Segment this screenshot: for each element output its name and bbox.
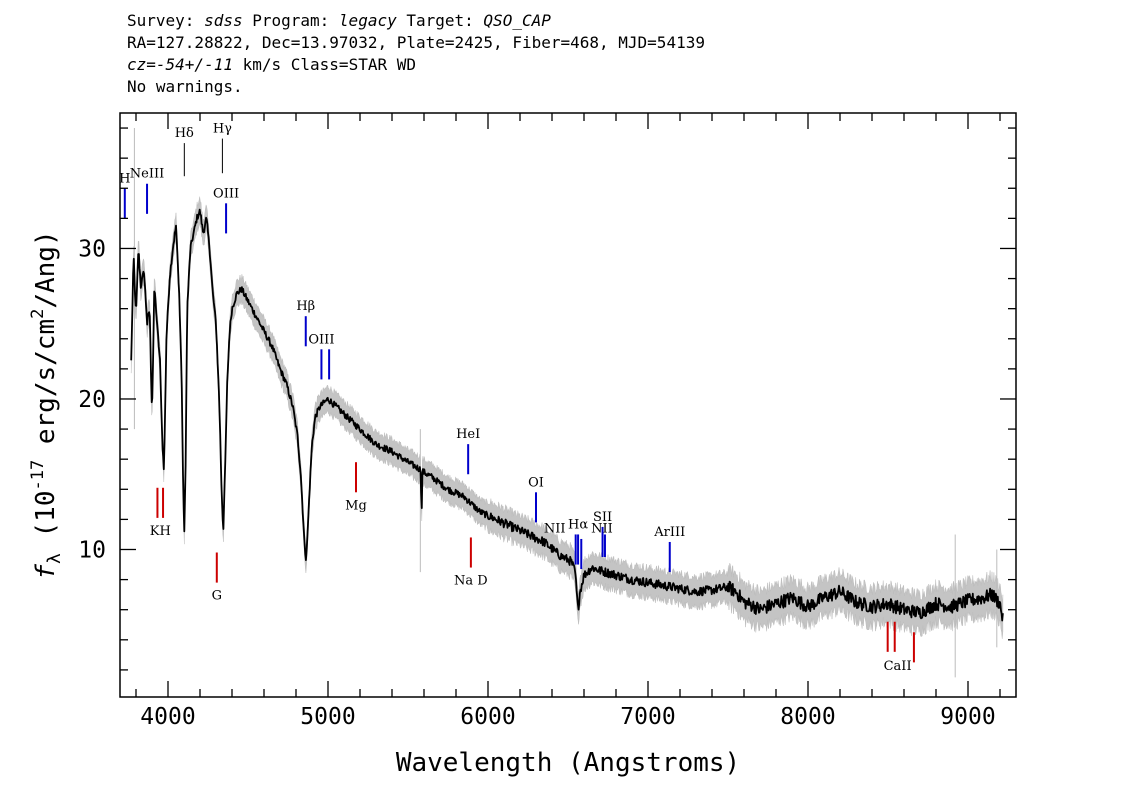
line-marker-label: NII <box>544 521 566 536</box>
x-tick-label: 5000 <box>300 704 355 730</box>
x-tick-label: 7000 <box>620 704 675 730</box>
flux-line-series-0 <box>130 208 1004 622</box>
survey-label: Survey: <box>127 11 205 30</box>
y-axis-label-lambda: λ <box>44 553 65 564</box>
line-marker-label: KH <box>150 524 171 539</box>
line-marker-label: Hδ <box>175 126 194 141</box>
line-marker-label: HeI <box>456 427 480 442</box>
y-axis-label-exp: -17 <box>28 460 48 491</box>
y-axis-label-sq: 2 <box>28 309 48 319</box>
line-marker-label: Hβ <box>296 299 315 314</box>
line-marker-label: Na D <box>454 574 488 589</box>
line-marker-label: H <box>119 171 130 186</box>
line-marker-label: G <box>212 589 222 604</box>
program-label: Program: <box>242 11 339 30</box>
x-tick-label: 9000 <box>940 704 995 730</box>
line-marker-label: NeIII <box>130 167 164 182</box>
cz-value: cz=-54+/-11 <box>127 55 233 74</box>
x-tick-label: 8000 <box>780 704 835 730</box>
survey-value: sdss <box>204 11 243 30</box>
line-marker-label: NII <box>591 521 613 536</box>
flux-error-band <box>130 128 1004 678</box>
y-tick-label: 20 <box>78 387 106 413</box>
flux-series <box>130 208 1004 622</box>
y-axis-label-f: f <box>31 564 61 580</box>
y-axis-label-main: (10 <box>31 491 61 554</box>
line-marker-label-caii: CaII <box>884 659 912 674</box>
line-marker-label: Hγ <box>213 122 232 137</box>
target-label: Target: <box>396 11 484 30</box>
line-marker-label: ArIII <box>653 525 685 540</box>
line-marker-label: OIII <box>213 186 239 201</box>
y-tick-label: 10 <box>78 537 106 563</box>
target-value: QSO_CAP <box>483 11 551 30</box>
header-line-survey: Survey: sdss Program: legacy Target: QSO… <box>127 10 705 32</box>
line-marker-label: Hα <box>568 517 588 532</box>
line-marker-label: Mg <box>345 498 367 513</box>
header-line-redshift: cz=-54+/-11 km/s Class=STAR WD <box>127 54 705 76</box>
y-tick-label: 30 <box>78 236 106 262</box>
y-axis-label: fλ (10-17 erg/s/cm2/Ang) <box>28 230 65 579</box>
x-tick-label: 4000 <box>140 704 195 730</box>
program-value: legacy <box>338 11 397 30</box>
flux-error-fill <box>130 196 1004 639</box>
y-axis-label-end: /Ang) <box>31 230 61 308</box>
class-text: km/s Class=STAR WD <box>232 55 416 74</box>
plot-frame <box>119 112 1017 698</box>
line-marker-label: SII <box>593 510 612 525</box>
y-axis-label-units: erg/s/cm <box>31 319 61 460</box>
line-marker-label: OIII <box>308 332 334 347</box>
x-axis-label: Wavelength (Angstroms) <box>396 748 740 778</box>
spectrum-header: Survey: sdss Program: legacy Target: QSO… <box>127 10 705 98</box>
axes: 4000 5000 6000 7000 8000 9000 10 20 30 <box>78 112 1017 730</box>
x-tick-label: 6000 <box>460 704 515 730</box>
header-line-coordinates: RA=127.28822, Dec=13.97032, Plate=2425, … <box>127 33 705 52</box>
header-line-warnings: No warnings. <box>127 77 243 96</box>
line-marker-label: OI <box>528 475 544 490</box>
